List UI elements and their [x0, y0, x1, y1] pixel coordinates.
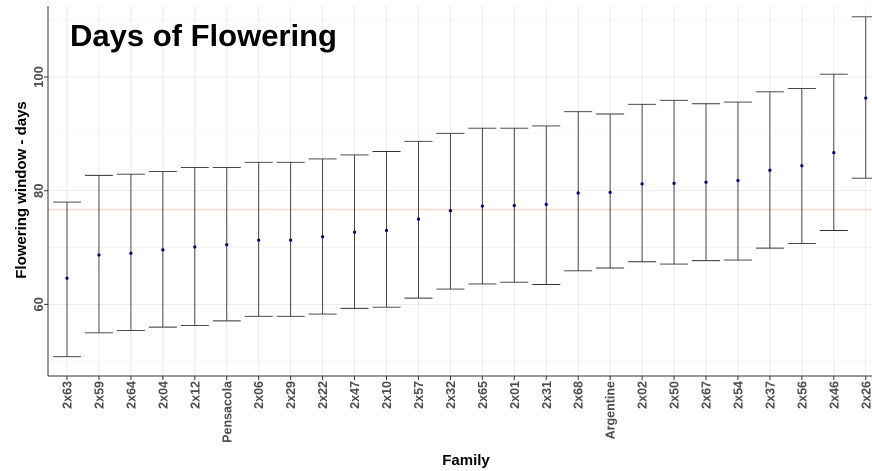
- error-bar-2x02: [628, 103, 657, 263]
- x-tick-label: Argentine: [604, 381, 618, 439]
- mean-point: [289, 238, 293, 242]
- x-tick-label: 2x57: [412, 381, 426, 409]
- error-bar-2x26: [851, 16, 872, 179]
- mean-point: [736, 178, 740, 183]
- error-bar-pensacola: [212, 166, 241, 322]
- mean-point: [129, 251, 133, 255]
- x-axis-title: Family: [442, 452, 490, 469]
- mean-point: [544, 202, 548, 206]
- error-bar-2x04: [148, 170, 177, 328]
- mean-point: [864, 96, 868, 100]
- error-bar-2x57: [404, 140, 433, 299]
- x-tick-label: 2x29: [284, 381, 298, 409]
- mean-point: [512, 203, 516, 208]
- x-tick-label: 2x12: [188, 381, 202, 409]
- mean-point: [608, 190, 612, 195]
- error-bar-2x32: [436, 132, 465, 290]
- error-bar-2x22: [308, 158, 337, 315]
- y-tick-label: 80: [31, 183, 46, 197]
- error-bar-2x67: [692, 103, 720, 262]
- mean-point: [448, 209, 452, 213]
- mean-point: [576, 191, 580, 195]
- error-bar-2x06: [244, 161, 273, 317]
- x-tick-label: 2x22: [316, 381, 330, 409]
- y-tick-label: 100: [31, 66, 46, 88]
- x-tick-label: 2x06: [252, 381, 266, 409]
- x-tick-label: 2x46: [827, 381, 841, 409]
- error-bar-2x31: [532, 125, 561, 285]
- mean-point: [480, 204, 484, 208]
- axes: [44, 6, 872, 380]
- x-tick-label: 2x56: [795, 381, 809, 409]
- mean-point: [384, 228, 389, 233]
- mean-point: [704, 180, 708, 184]
- x-tick-label: 2x54: [731, 381, 745, 409]
- x-tick-label: 2x32: [444, 381, 458, 409]
- y-axis-title: Flowering window - days: [13, 101, 30, 279]
- mean-point: [321, 235, 325, 239]
- error-bar-2x46: [819, 73, 848, 231]
- x-tick-label: 2x67: [700, 381, 714, 409]
- mean-point: [193, 245, 197, 249]
- error-bar-2x63: [53, 201, 81, 358]
- mean-point: [352, 230, 357, 234]
- mean-point: [800, 164, 804, 168]
- error-bar-2x56: [787, 87, 816, 245]
- x-tick-label: 2x63: [61, 381, 75, 409]
- mean-point: [672, 181, 676, 185]
- mean-point: [97, 253, 101, 257]
- x-tick-label: 2x31: [540, 381, 554, 409]
- x-tick-label: 2x47: [348, 381, 362, 409]
- error-bars: [53, 16, 872, 358]
- error-bar-2x37: [755, 91, 784, 249]
- x-tick-label: 2x65: [476, 381, 490, 409]
- error-bar-2x65: [468, 127, 497, 285]
- error-bar-2x68: [564, 111, 593, 272]
- mean-point: [640, 182, 644, 186]
- mean-point: [65, 276, 69, 280]
- x-tick-label: 2x04: [156, 381, 170, 409]
- mean-point: [416, 217, 421, 221]
- x-tick-label: 2x01: [508, 381, 522, 409]
- error-bar-2x50: [660, 99, 689, 265]
- mean-point: [832, 151, 836, 155]
- mean-point: [225, 243, 229, 247]
- error-bar-2x59: [84, 174, 113, 334]
- error-bar-2x29: [276, 161, 305, 317]
- x-tick-labels: 2x63 2x59 2x64 2x04 2x12 Pensacola 2x06 2x29 2x2…: [61, 380, 872, 443]
- x-tick-label: Pensacola: [220, 380, 234, 443]
- x-tick-label: 2x02: [636, 381, 650, 409]
- y-tick-label: 60: [31, 297, 46, 311]
- error-bar-2x01: [500, 127, 529, 283]
- y-tick-labels: 60 80 100: [31, 66, 46, 311]
- x-tick-label: 2x26: [859, 381, 872, 409]
- x-tick-label: 2x64: [124, 381, 138, 409]
- error-bar-2x64: [116, 173, 145, 331]
- error-bar-2x12: [180, 166, 209, 326]
- mean-point: [161, 248, 165, 252]
- x-tick-label: 2x10: [380, 381, 394, 409]
- error-bar-argentine: [596, 113, 625, 269]
- chart-title: Days of Flowering: [70, 18, 337, 53]
- x-tick-label: 2x50: [668, 381, 682, 409]
- grid: [48, 6, 872, 376]
- error-bar-2x10: [372, 151, 401, 308]
- error-bar-2x47: [340, 154, 369, 309]
- x-tick-label: 2x68: [572, 381, 586, 409]
- x-tick-label: 2x37: [763, 381, 777, 409]
- mean-point: [257, 238, 261, 242]
- x-tick-label: 2x59: [92, 381, 106, 409]
- mean-point: [768, 168, 772, 172]
- error-bar-2x54: [723, 101, 752, 261]
